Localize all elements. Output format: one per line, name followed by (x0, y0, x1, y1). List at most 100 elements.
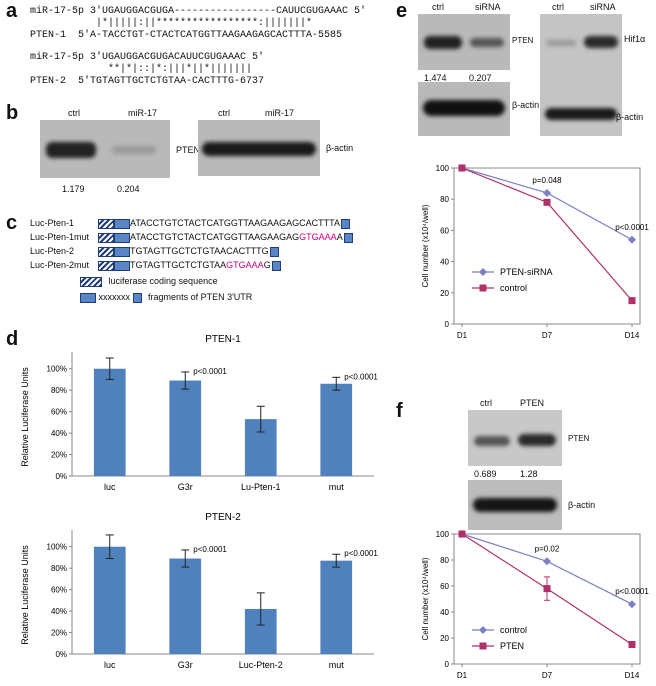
band-actin (202, 142, 316, 156)
legend-label: PTEN-siRNA (500, 267, 553, 277)
legend-marker: xxxxxxx (98, 292, 131, 302)
blot-e-pten (418, 14, 510, 70)
bar (93, 546, 126, 654)
x-tick-label: mut (329, 660, 345, 670)
y-axis-label: Relative Luciferase Units (20, 545, 30, 645)
blot-e2-protein-label: Hif1α (624, 34, 646, 44)
p-value-label: p=0.048 (532, 176, 562, 185)
y-tick-label: 40% (51, 607, 67, 616)
legend-label: control (500, 625, 527, 635)
alignment-line-2: |*|||||:||*****************:|||||||* (30, 18, 313, 29)
blot-f-actin (468, 480, 562, 530)
p-value-label: p<0.0001 (615, 223, 649, 232)
point-square (458, 164, 466, 172)
y-tick-label: 20 (440, 289, 449, 298)
bar-chart-pten2: PTEN-2 Relative Luciferase Units 0% 20% 40% 6… (20, 512, 378, 670)
panel-letter-a: a (6, 0, 18, 22)
blot-b-quant-mir17: 0.204 (117, 184, 140, 194)
point-square (543, 585, 551, 593)
blot-e2-control-label: β-actin (616, 112, 644, 122)
chart-title: PTEN-2 (205, 512, 241, 523)
panel-letter-d: d (6, 328, 19, 350)
band-actin (423, 100, 505, 116)
y-axis-label: Cell number (x10⁴/well) (421, 557, 430, 640)
line-chart-pten: Cell number (x10⁴/well) 0 20 40 60 80 100 D1 D7 D… (421, 530, 649, 680)
legend-marker (479, 268, 487, 276)
luciferase-legend-icon (80, 276, 102, 287)
point-diamond (543, 557, 551, 566)
construct-mut: GTGAAA (299, 232, 337, 242)
x-tick-label: D14 (625, 331, 640, 340)
alignment-panel: miR-17-5p 3'UGAUGGACGUGA----------------… (30, 6, 390, 98)
y-tick-label: 0% (55, 472, 67, 481)
legend-label: PTEN (500, 641, 524, 651)
y-tick-label: 0 (445, 660, 450, 669)
panel-letter-f: f (396, 400, 403, 422)
construct-seq: TGTAGTTGCTCTGTAA (130, 260, 227, 270)
blot-e2-lane-sirna: siRNA (590, 2, 616, 12)
utr-end-icon (341, 218, 350, 229)
blot-e-quant-ctrl: 1.474 (424, 73, 447, 83)
construct-name: Luc-Pten-2 (30, 246, 75, 256)
utr-end-icon (269, 246, 279, 257)
point-diamond (628, 235, 636, 244)
point-diamond (628, 600, 636, 609)
utr-legend-end-icon (132, 292, 142, 303)
blot-f-control-label: β-actin (568, 500, 596, 510)
blot-f-lane-pten: PTEN (520, 398, 545, 408)
blot-f-quant-pten: 1.28 (520, 469, 538, 479)
p-value-label: p<0.0001 (193, 545, 227, 554)
blot-b-lane-ctrl: ctrl (68, 108, 80, 118)
y-tick-label: 100 (436, 530, 450, 539)
utr-legend-icon (80, 292, 96, 303)
alignment-line-3: PTEN-1 5'A-TACCTGT-CTACTCATGGTTAAGAAGAGC… (30, 30, 343, 41)
construct-mut: GTGAAA (226, 260, 264, 270)
point-square (628, 641, 636, 648)
luciferase-icon (98, 218, 114, 229)
legend-label: control (500, 283, 527, 293)
construct-row: Luc-Pten-2 TGTAGTTGCTCTGTAACACTTTG (30, 246, 279, 257)
blot-e-lane-ctrl: ctrl (432, 2, 444, 12)
legend-marker (479, 642, 487, 650)
band-pten-overexp (518, 434, 556, 446)
band-actin (473, 498, 557, 512)
x-tick-label: Lu-Pten-1 (241, 482, 281, 492)
y-tick-label: 60% (51, 586, 67, 595)
blot-e-hif (540, 14, 622, 136)
x-tick-label: D14 (625, 671, 640, 680)
y-tick-label: 80% (51, 386, 67, 395)
panel-letter-c: c (6, 212, 18, 234)
y-tick-label: 80% (51, 564, 67, 573)
alignment-line-1: miR-17-5p 3'UGAUGGACGUGA----------------… (30, 6, 367, 17)
y-axis-label: Relative Luciferase Units (20, 367, 30, 467)
luciferase-icon (98, 246, 114, 257)
x-tick-label: D7 (542, 671, 553, 680)
y-tick-label: 60 (440, 226, 449, 235)
blot-b-actin-lane-ctrl: ctrl (218, 108, 230, 118)
bar (169, 380, 202, 476)
p-value-label: p<0.0001 (344, 549, 378, 558)
y-tick-label: 100% (47, 543, 67, 552)
panel-letter-b: b (6, 102, 19, 124)
blot-e-actin (418, 82, 510, 136)
y-tick-label: 60 (440, 582, 449, 591)
band-hif-sirna (584, 36, 618, 48)
band-hif-ctrl (546, 40, 576, 46)
band-pten-ctrl (474, 436, 510, 446)
band-pten-ctrl (46, 142, 96, 158)
y-axis-label: Cell number (x10⁴/well) (421, 204, 430, 287)
x-tick-label: luc (104, 660, 116, 670)
utr-end-icon (343, 232, 353, 243)
legend-luciferase: luciferase coding sequence (80, 276, 218, 287)
blot-b-pten (40, 120, 170, 178)
y-tick-label: 100 (436, 164, 450, 173)
bar (320, 560, 353, 654)
band-pten-sirna (470, 38, 504, 47)
utr-box-icon (114, 218, 130, 229)
construct-name: Luc-Pten-1mut (30, 232, 90, 242)
blot-e-control-label: β-actin (512, 100, 540, 110)
utr-box-icon (114, 246, 130, 257)
legend-label: luciferase coding sequence (108, 276, 218, 286)
y-tick-label: 20% (51, 629, 67, 638)
blot-f-quant-ctrl: 0.689 (474, 469, 497, 479)
